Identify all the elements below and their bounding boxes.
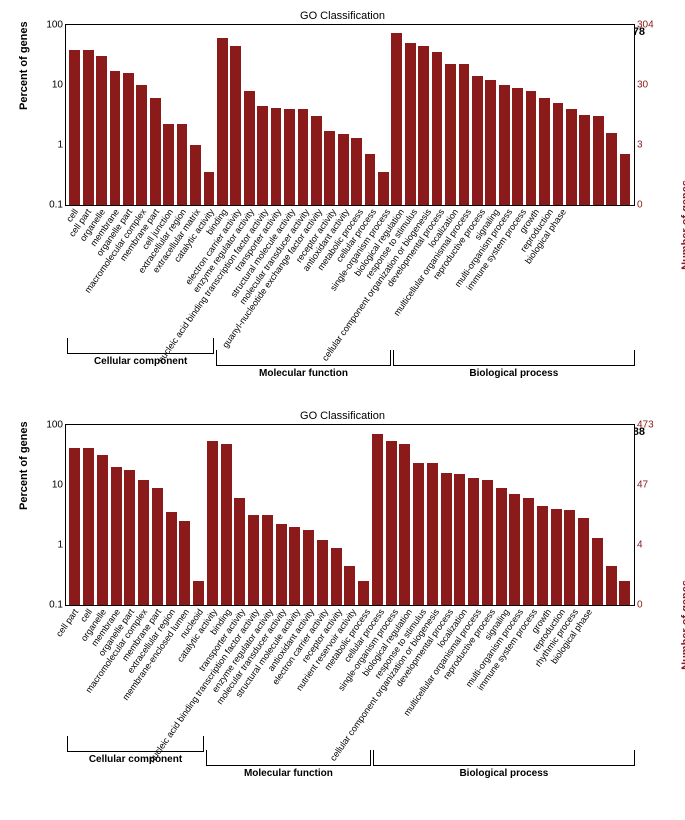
y-tick-left: 10 [52,480,66,491]
y-axis-right-label: Number of genes [680,580,685,670]
y-tick-right: 0 [634,200,643,211]
go-classification-panel: GO ClassificationArahy.02 92751772- 9980… [10,10,675,390]
y-tick-right: 473 [634,420,654,431]
group-bracket: Molecular function [216,350,390,366]
y-tick-right: 4 [634,540,643,551]
y-axis-left-label: Percent of genes [18,21,30,110]
y-tick-right: 304 [634,20,654,31]
y-tick-right: 3 [634,140,643,151]
group-brackets: Cellular componentMolecular functionBiol… [65,410,635,790]
go-classification-panel: GO ClassificationArahy.16 7329938-195380… [10,410,675,790]
group-bracket: Cellular component [67,736,204,752]
group-bracket: Biological process [393,350,635,366]
group-label: Cellular component [94,356,187,367]
y-tick-left: 100 [46,20,66,31]
group-label: Biological process [469,368,558,379]
group-bracket: Cellular component [67,338,214,354]
group-label: Cellular component [89,754,182,765]
y-tick-right: 47 [634,480,648,491]
y-axis-left-label: Percent of genes [18,421,30,510]
group-bracket: Molecular function [206,750,371,766]
y-tick-left: 100 [46,420,66,431]
y-tick-left: 0.1 [49,200,66,211]
y-axis-right-label: Number of genes [680,180,685,270]
group-brackets: Cellular componentMolecular functionBiol… [65,10,635,390]
group-label: Biological process [459,768,548,779]
group-bracket: Biological process [373,750,635,766]
y-tick-right: 0 [634,600,643,611]
group-label: Molecular function [259,368,348,379]
y-tick-left: 10 [52,80,66,91]
group-label: Molecular function [244,768,333,779]
y-tick-right: 30 [634,80,648,91]
y-tick-left: 0.1 [49,600,66,611]
